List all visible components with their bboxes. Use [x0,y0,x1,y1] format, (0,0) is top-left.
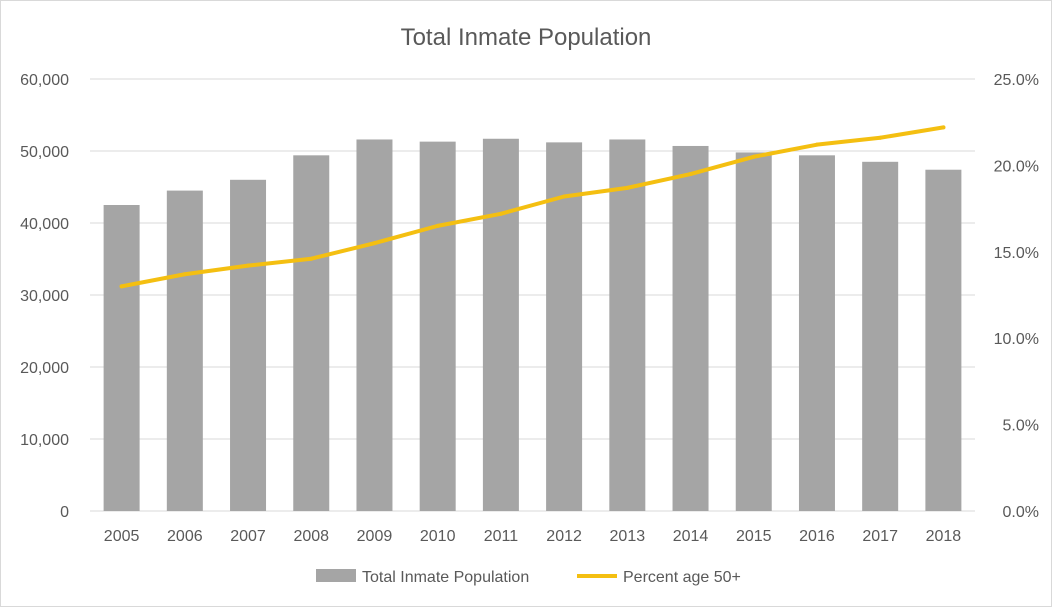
x-axis-ticks: 2005 2006 2007 2008 2009 2010 2011 2012 2013 2014… [104,528,961,545]
x-axis-tick-label: 2018 [926,528,962,545]
line-point [625,185,630,190]
line-point [372,241,377,246]
x-axis-tick-label: 2015 [736,528,772,545]
x-axis-tick-label: 2005 [104,528,140,545]
bar [862,161,899,512]
bar [798,155,835,511]
bar [735,152,772,511]
legend-bar-swatch [316,569,356,582]
legend-bar-label: Total Inmate Population [362,569,529,586]
left-axis-tick-label: 20,000 [20,360,69,377]
bar [166,190,203,511]
line-point [941,125,946,130]
line-point [688,172,693,177]
line-point [498,211,503,216]
x-axis-tick-label: 2011 [484,528,519,545]
bar-series [103,138,962,512]
bar [230,179,267,512]
series-line [119,125,946,289]
line-point [309,256,314,261]
legend-line-label: Percent age 50+ [623,569,741,586]
bar [419,141,456,511]
bar [672,145,709,511]
x-axis-tick-label: 2010 [420,528,456,545]
right-axis-tick-label: 5.0% [1003,418,1039,435]
bar [609,139,646,512]
legend: Total Inmate Population Percent age 50+ [316,569,741,586]
x-axis-tick-label: 2008 [293,528,329,545]
x-axis-tick-label: 2007 [230,528,266,545]
bar [103,205,140,511]
right-axis-tick-label: 25.0% [994,72,1039,89]
chart-title: Total Inmate Population [401,24,652,51]
right-axis-tick-label: 0.0% [1003,504,1039,521]
bar [482,138,519,511]
x-axis-tick-label: 2013 [610,528,646,545]
x-axis-tick-label: 2009 [357,528,393,545]
bar [925,169,962,511]
line-point [119,284,124,289]
x-axis-tick-label: 2016 [799,528,835,545]
left-axis-tick-label: 40,000 [20,216,69,233]
right-axis-ticks: 0.0% 5.0% 10.0% 15.0% 20.0% 25.0% [994,72,1039,521]
line-series [119,125,946,289]
line-point [878,135,883,140]
line-point [814,142,819,147]
left-axis-tick-label: 60,000 [20,72,69,89]
line-point [562,194,567,199]
right-axis-tick-label: 20.0% [994,158,1039,175]
x-axis-tick-label: 2006 [167,528,203,545]
bar [293,155,330,511]
bar [546,142,583,512]
right-axis-tick-label: 15.0% [994,245,1039,262]
x-axis-tick-label: 2014 [673,528,709,545]
line-point [246,263,251,268]
x-axis-tick-label: 2017 [862,528,898,545]
bar [356,139,393,512]
line-point [182,272,187,277]
line-point [435,223,440,228]
right-axis-tick-label: 10.0% [994,331,1039,348]
left-axis-tick-label: 10,000 [20,432,69,449]
x-axis-tick-label: 2012 [546,528,582,545]
left-axis-tick-label: 30,000 [20,288,69,305]
left-axis-tick-label: 0 [60,504,69,521]
left-axis-tick-label: 50,000 [20,144,69,161]
line-point [751,154,756,159]
left-axis-ticks: 0 10,000 20,000 30,000 40,000 50,000 60,000 [20,72,69,521]
